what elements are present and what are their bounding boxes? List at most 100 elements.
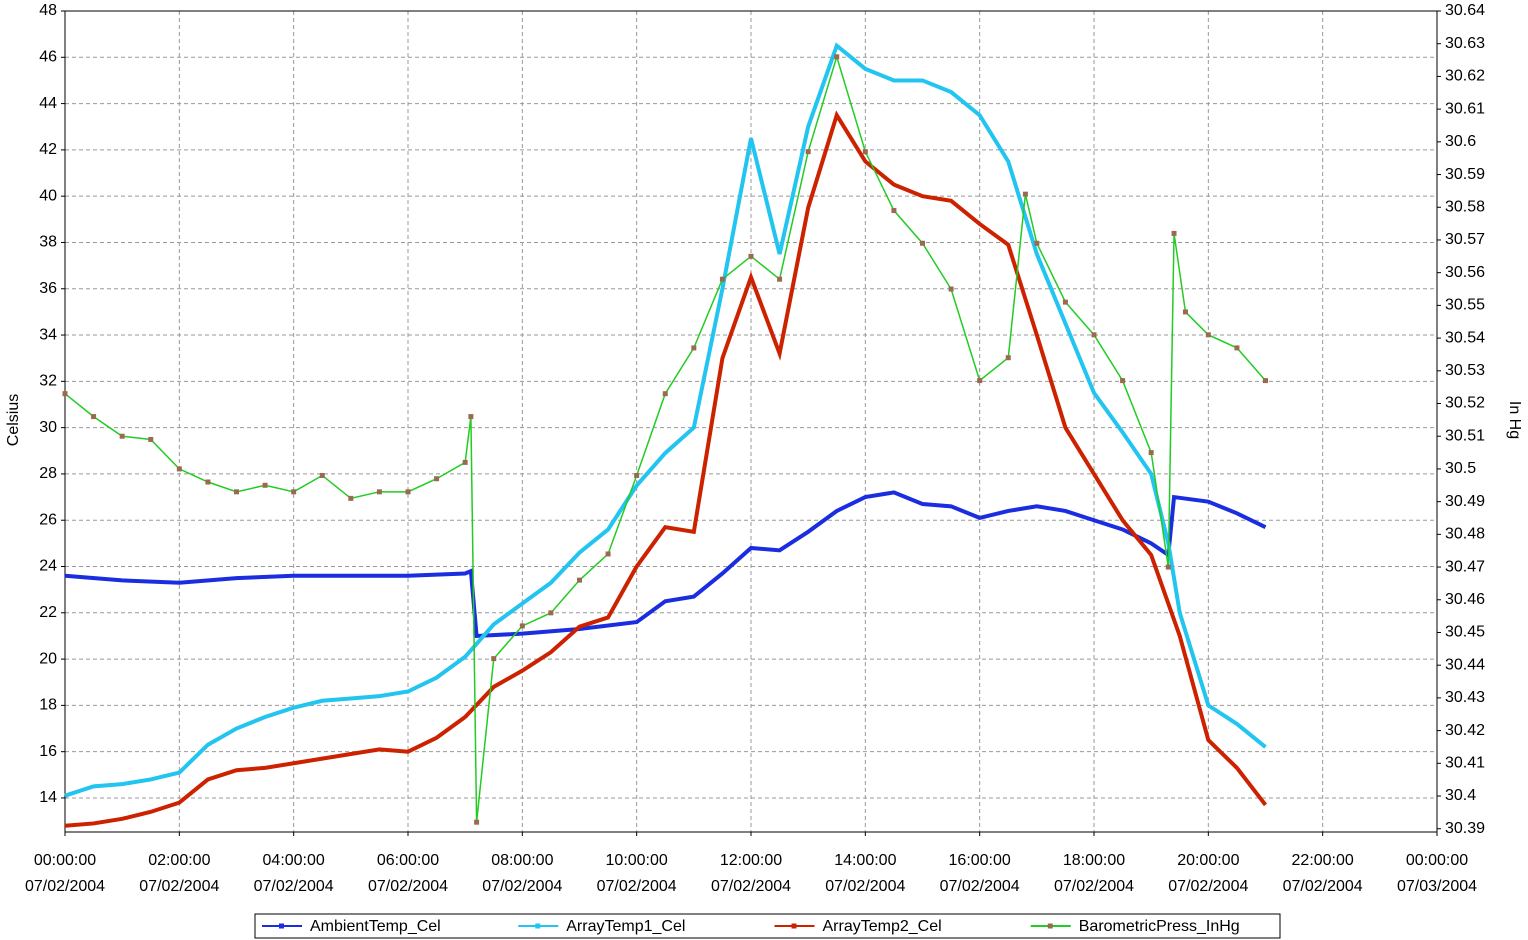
- series-marker: [805, 149, 811, 155]
- series-marker: [748, 253, 754, 259]
- legend-marker: [791, 923, 797, 929]
- y2-tick-label: 30.51: [1445, 427, 1485, 444]
- series-marker: [1182, 309, 1188, 315]
- series-marker: [291, 489, 297, 495]
- y2-tick-label: 30.47: [1445, 558, 1485, 575]
- y2-tick-label: 30.64: [1445, 2, 1485, 19]
- y2-tick-label: 30.5: [1445, 460, 1476, 477]
- y2-tick-label: 30.61: [1445, 100, 1485, 117]
- series-marker: [605, 551, 611, 557]
- series-marker: [348, 495, 354, 501]
- y-axis-title: Celsius: [5, 394, 22, 446]
- y2-tick-label: 30.49: [1445, 493, 1485, 510]
- series-marker: [1022, 191, 1028, 197]
- y2-tick-label: 30.55: [1445, 297, 1485, 314]
- series-marker: [462, 459, 468, 465]
- y2-tick-label: 30.54: [1445, 329, 1485, 346]
- y-tick-label: 36: [39, 280, 57, 297]
- series-marker: [119, 433, 125, 439]
- series-marker: [262, 482, 268, 488]
- x-tick-label: 00:00:00: [34, 852, 96, 869]
- y2-tick-label: 30.6: [1445, 133, 1476, 150]
- series-marker: [1091, 332, 1097, 338]
- y-tick-label: 30: [39, 419, 57, 436]
- y-tick-label: 18: [39, 697, 57, 714]
- x-tick-label: 07/02/2004: [597, 878, 677, 895]
- series-marker: [176, 466, 182, 472]
- y-tick-label: 24: [39, 558, 57, 575]
- y-tick-label: 16: [39, 743, 57, 760]
- x-tick-label: 00:00:00: [1406, 852, 1468, 869]
- y-tick-label: 42: [39, 141, 57, 158]
- y2-tick-label: 30.44: [1445, 656, 1485, 673]
- y2-tick-label: 30.53: [1445, 362, 1485, 379]
- series-marker: [205, 479, 211, 485]
- series-marker: [1234, 345, 1240, 351]
- y2-tick-label: 30.4: [1445, 787, 1476, 804]
- x-tick-label: 07/02/2004: [482, 878, 562, 895]
- y-tick-label: 40: [39, 187, 57, 204]
- y-tick-label: 46: [39, 49, 57, 66]
- y-tick-label: 32: [39, 373, 57, 390]
- x-tick-label: 07/03/2004: [1397, 878, 1477, 895]
- series-line: [64, 490, 1267, 639]
- legend-label: BarometricPress_InHg: [1079, 918, 1240, 935]
- y-tick-label: 34: [39, 326, 57, 343]
- y2-tick-label: 30.52: [1445, 395, 1485, 412]
- x-tick-label: 14:00:00: [834, 852, 896, 869]
- x-tick-label: 06:00:00: [377, 852, 439, 869]
- y2-tick-label: 30.39: [1445, 820, 1485, 837]
- y2-tick-label: 30.41: [1445, 755, 1485, 772]
- y2-tick-label: 30.46: [1445, 591, 1485, 608]
- legend-label: ArrayTemp2_Cel: [823, 918, 942, 935]
- y2-tick-label: 30.59: [1445, 166, 1485, 183]
- series-marker: [691, 345, 697, 351]
- series-line: [64, 54, 1267, 823]
- x-tick-label: 10:00:00: [606, 852, 668, 869]
- y-tick-label: 44: [39, 95, 57, 112]
- x-tick-label: 22:00:00: [1292, 852, 1354, 869]
- legend-marker: [279, 923, 284, 929]
- y-tick-label: 48: [39, 2, 57, 19]
- legend-label: ArrayTemp1_Cel: [566, 918, 685, 935]
- x-tick-label: 20:00:00: [1177, 852, 1239, 869]
- series-marker: [1205, 332, 1211, 338]
- x-tick-label: 16:00:00: [949, 852, 1011, 869]
- y-tick-label: 14: [39, 789, 57, 806]
- x-tick-label: 04:00:00: [263, 852, 325, 869]
- series-marker: [862, 149, 868, 155]
- legend-box: [254, 913, 1281, 939]
- x-tick-label: 12:00:00: [720, 852, 782, 869]
- y2-tick-label: 30.58: [1445, 198, 1485, 215]
- x-tick-label: 02:00:00: [148, 852, 210, 869]
- series-marker: [405, 489, 411, 495]
- series-line: [64, 42, 1267, 798]
- series-marker: [634, 472, 640, 478]
- x-tick-label: 07/02/2004: [1054, 878, 1134, 895]
- series-marker: [1165, 564, 1171, 570]
- y2-tick-label: 30.42: [1445, 722, 1485, 739]
- y2-axis-title: In Hg: [1506, 401, 1523, 439]
- y-tick-label: 26: [39, 511, 57, 528]
- y-tick-label: 22: [39, 604, 57, 621]
- series-marker: [234, 489, 239, 495]
- series-marker: [719, 276, 725, 282]
- legend-marker: [535, 923, 541, 929]
- y2-tick-label: 30.62: [1445, 68, 1485, 85]
- legend-marker: [1047, 923, 1053, 929]
- series-marker: [577, 577, 582, 583]
- series-marker: [376, 489, 382, 495]
- series-marker: [1062, 299, 1068, 305]
- y2-tick-label: 30.48: [1445, 526, 1485, 543]
- series-marker: [891, 208, 897, 214]
- y2-tick-label: 30.57: [1445, 231, 1485, 248]
- y-tick-label: 20: [39, 650, 57, 667]
- x-tick-label: 07/02/2004: [139, 878, 219, 895]
- series-marker: [777, 276, 783, 282]
- x-tick-label: 07/02/2004: [368, 878, 448, 895]
- y2-tick-label: 30.45: [1445, 624, 1485, 641]
- series-marker: [62, 391, 68, 397]
- series-marker: [1005, 355, 1011, 361]
- series-marker: [977, 378, 983, 384]
- y2-tick-label: 30.63: [1445, 35, 1485, 52]
